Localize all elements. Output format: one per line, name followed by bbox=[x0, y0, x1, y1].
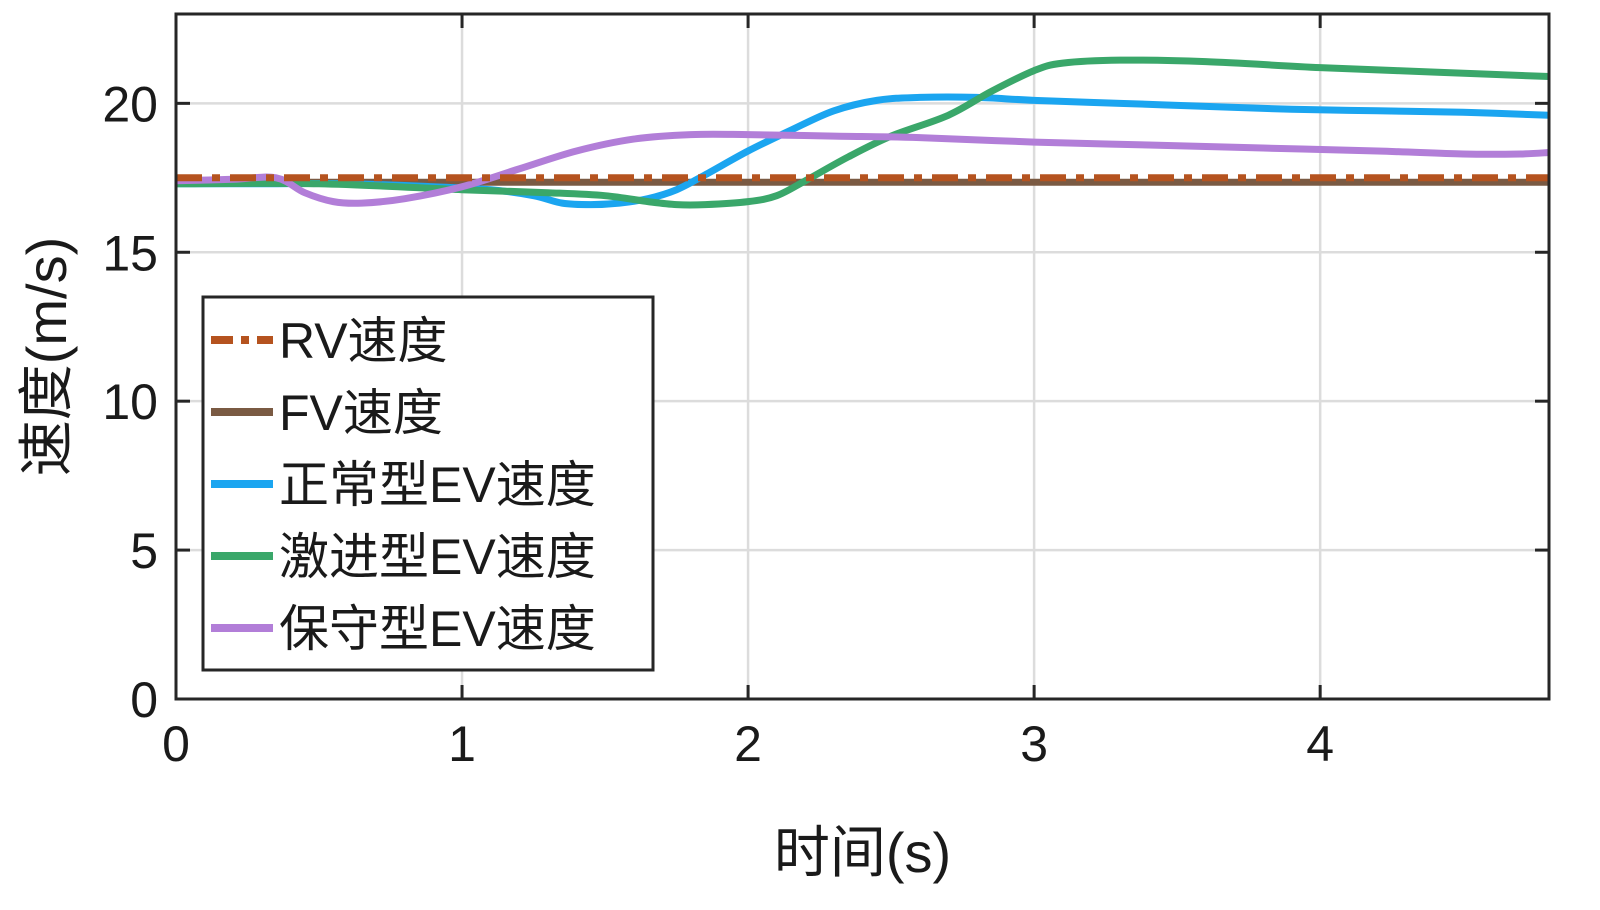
legend-label-3: 激进型EV速度 bbox=[279, 529, 596, 585]
x-tick-label: 0 bbox=[162, 716, 190, 772]
ticks: 0 1 2 3 4 0 5 10 15 20 bbox=[102, 14, 1549, 772]
y-axis-title: 速度(m/s) bbox=[15, 237, 78, 477]
y-tick-label: 0 bbox=[130, 672, 158, 728]
x-tick-label: 1 bbox=[448, 716, 476, 772]
legend-box bbox=[201, 295, 655, 672]
y-tick-label: 15 bbox=[102, 225, 158, 281]
y-tick-label: 10 bbox=[102, 374, 158, 430]
x-tick-label: 3 bbox=[1020, 716, 1048, 772]
series-line-4 bbox=[175, 130, 1550, 207]
x-tick-label: 4 bbox=[1306, 716, 1334, 772]
legend-label-4: 保守型EV速度 bbox=[279, 601, 596, 657]
series-layer bbox=[175, 56, 1550, 209]
y-tick-label: 20 bbox=[102, 76, 158, 132]
legend-label-1: FV速度 bbox=[279, 385, 443, 441]
legend-label-2: 正常型EV速度 bbox=[279, 457, 596, 513]
series-line-3 bbox=[175, 56, 1550, 209]
plot-frame bbox=[174, 12, 1551, 701]
legend-label-0: RV速度 bbox=[279, 313, 448, 369]
x-tick-label: 2 bbox=[734, 716, 762, 772]
y-tick-label: 5 bbox=[130, 523, 158, 579]
x-axis-title: 时间(s) bbox=[774, 821, 951, 884]
